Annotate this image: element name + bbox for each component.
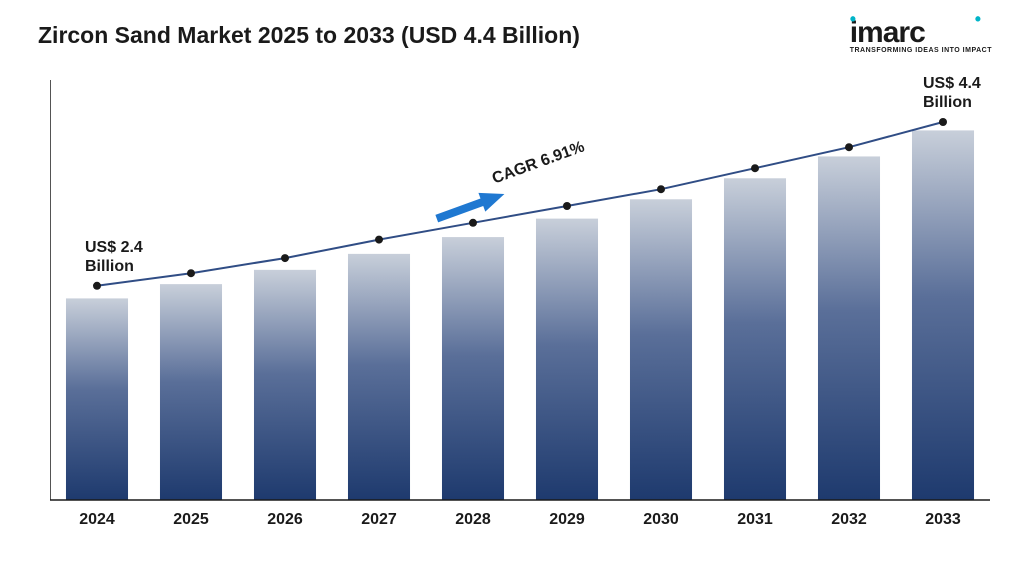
xlabel-2029: 2029	[549, 511, 585, 528]
marker-2031	[751, 164, 759, 172]
market-chart: 2024 2025 2026 2027 2028 2029 2030 2031 2032 2033	[50, 80, 990, 540]
bar-2025	[160, 284, 222, 500]
marker-2024	[93, 282, 101, 290]
xlabel-2026: 2026	[267, 511, 303, 528]
xlabel-2032: 2032	[831, 511, 867, 528]
bar-2027	[348, 254, 410, 500]
marker-2025	[187, 269, 195, 277]
bar-2033	[912, 130, 974, 500]
chart-svg: 2024 2025 2026 2027 2028 2029 2030 2031 2032 2033	[50, 80, 990, 540]
xlabel-2027: 2027	[361, 511, 397, 528]
marker-2033	[939, 118, 947, 126]
bar-2032	[818, 156, 880, 500]
brand-logo: • imarc • TRANSFORMING IDEAS INTO IMPACT	[850, 18, 992, 54]
bar-2024	[66, 298, 128, 500]
last-value-label: US$ 4.4 Billion	[923, 74, 981, 112]
xlabel-2031: 2031	[737, 511, 773, 528]
chart-title: Zircon Sand Market 2025 to 2033 (USD 4.4…	[38, 22, 580, 49]
last-value-line1: US$ 4.4	[923, 75, 981, 92]
xlabel-2028: 2028	[455, 511, 491, 528]
xlabel-2030: 2030	[643, 511, 679, 528]
bar-2026	[254, 270, 316, 500]
bar-2028	[442, 237, 504, 500]
logo-dot-2: •	[975, 10, 980, 28]
marker-2030	[657, 185, 665, 193]
marker-2027	[375, 236, 383, 244]
bar-2029	[536, 219, 598, 500]
page: Zircon Sand Market 2025 to 2033 (USD 4.4…	[0, 0, 1024, 576]
marker-2032	[845, 143, 853, 151]
last-value-line2: Billion	[923, 94, 972, 111]
first-value-label: US$ 2.4 Billion	[85, 238, 143, 276]
marker-2029	[563, 202, 571, 210]
first-value-line2: Billion	[85, 258, 134, 275]
xlabel-2025: 2025	[173, 511, 209, 528]
logo-dot-1: •	[850, 10, 855, 28]
brand-logo-text: • imarc •	[850, 18, 992, 48]
marker-2026	[281, 254, 289, 262]
xlabel-2024: 2024	[79, 511, 115, 528]
logo-name: imarc	[850, 16, 925, 49]
bar-2031	[724, 178, 786, 500]
bar-2030	[630, 199, 692, 500]
xlabel-2033: 2033	[925, 511, 961, 528]
first-value-line1: US$ 2.4	[85, 239, 143, 256]
trend-line	[97, 122, 943, 286]
